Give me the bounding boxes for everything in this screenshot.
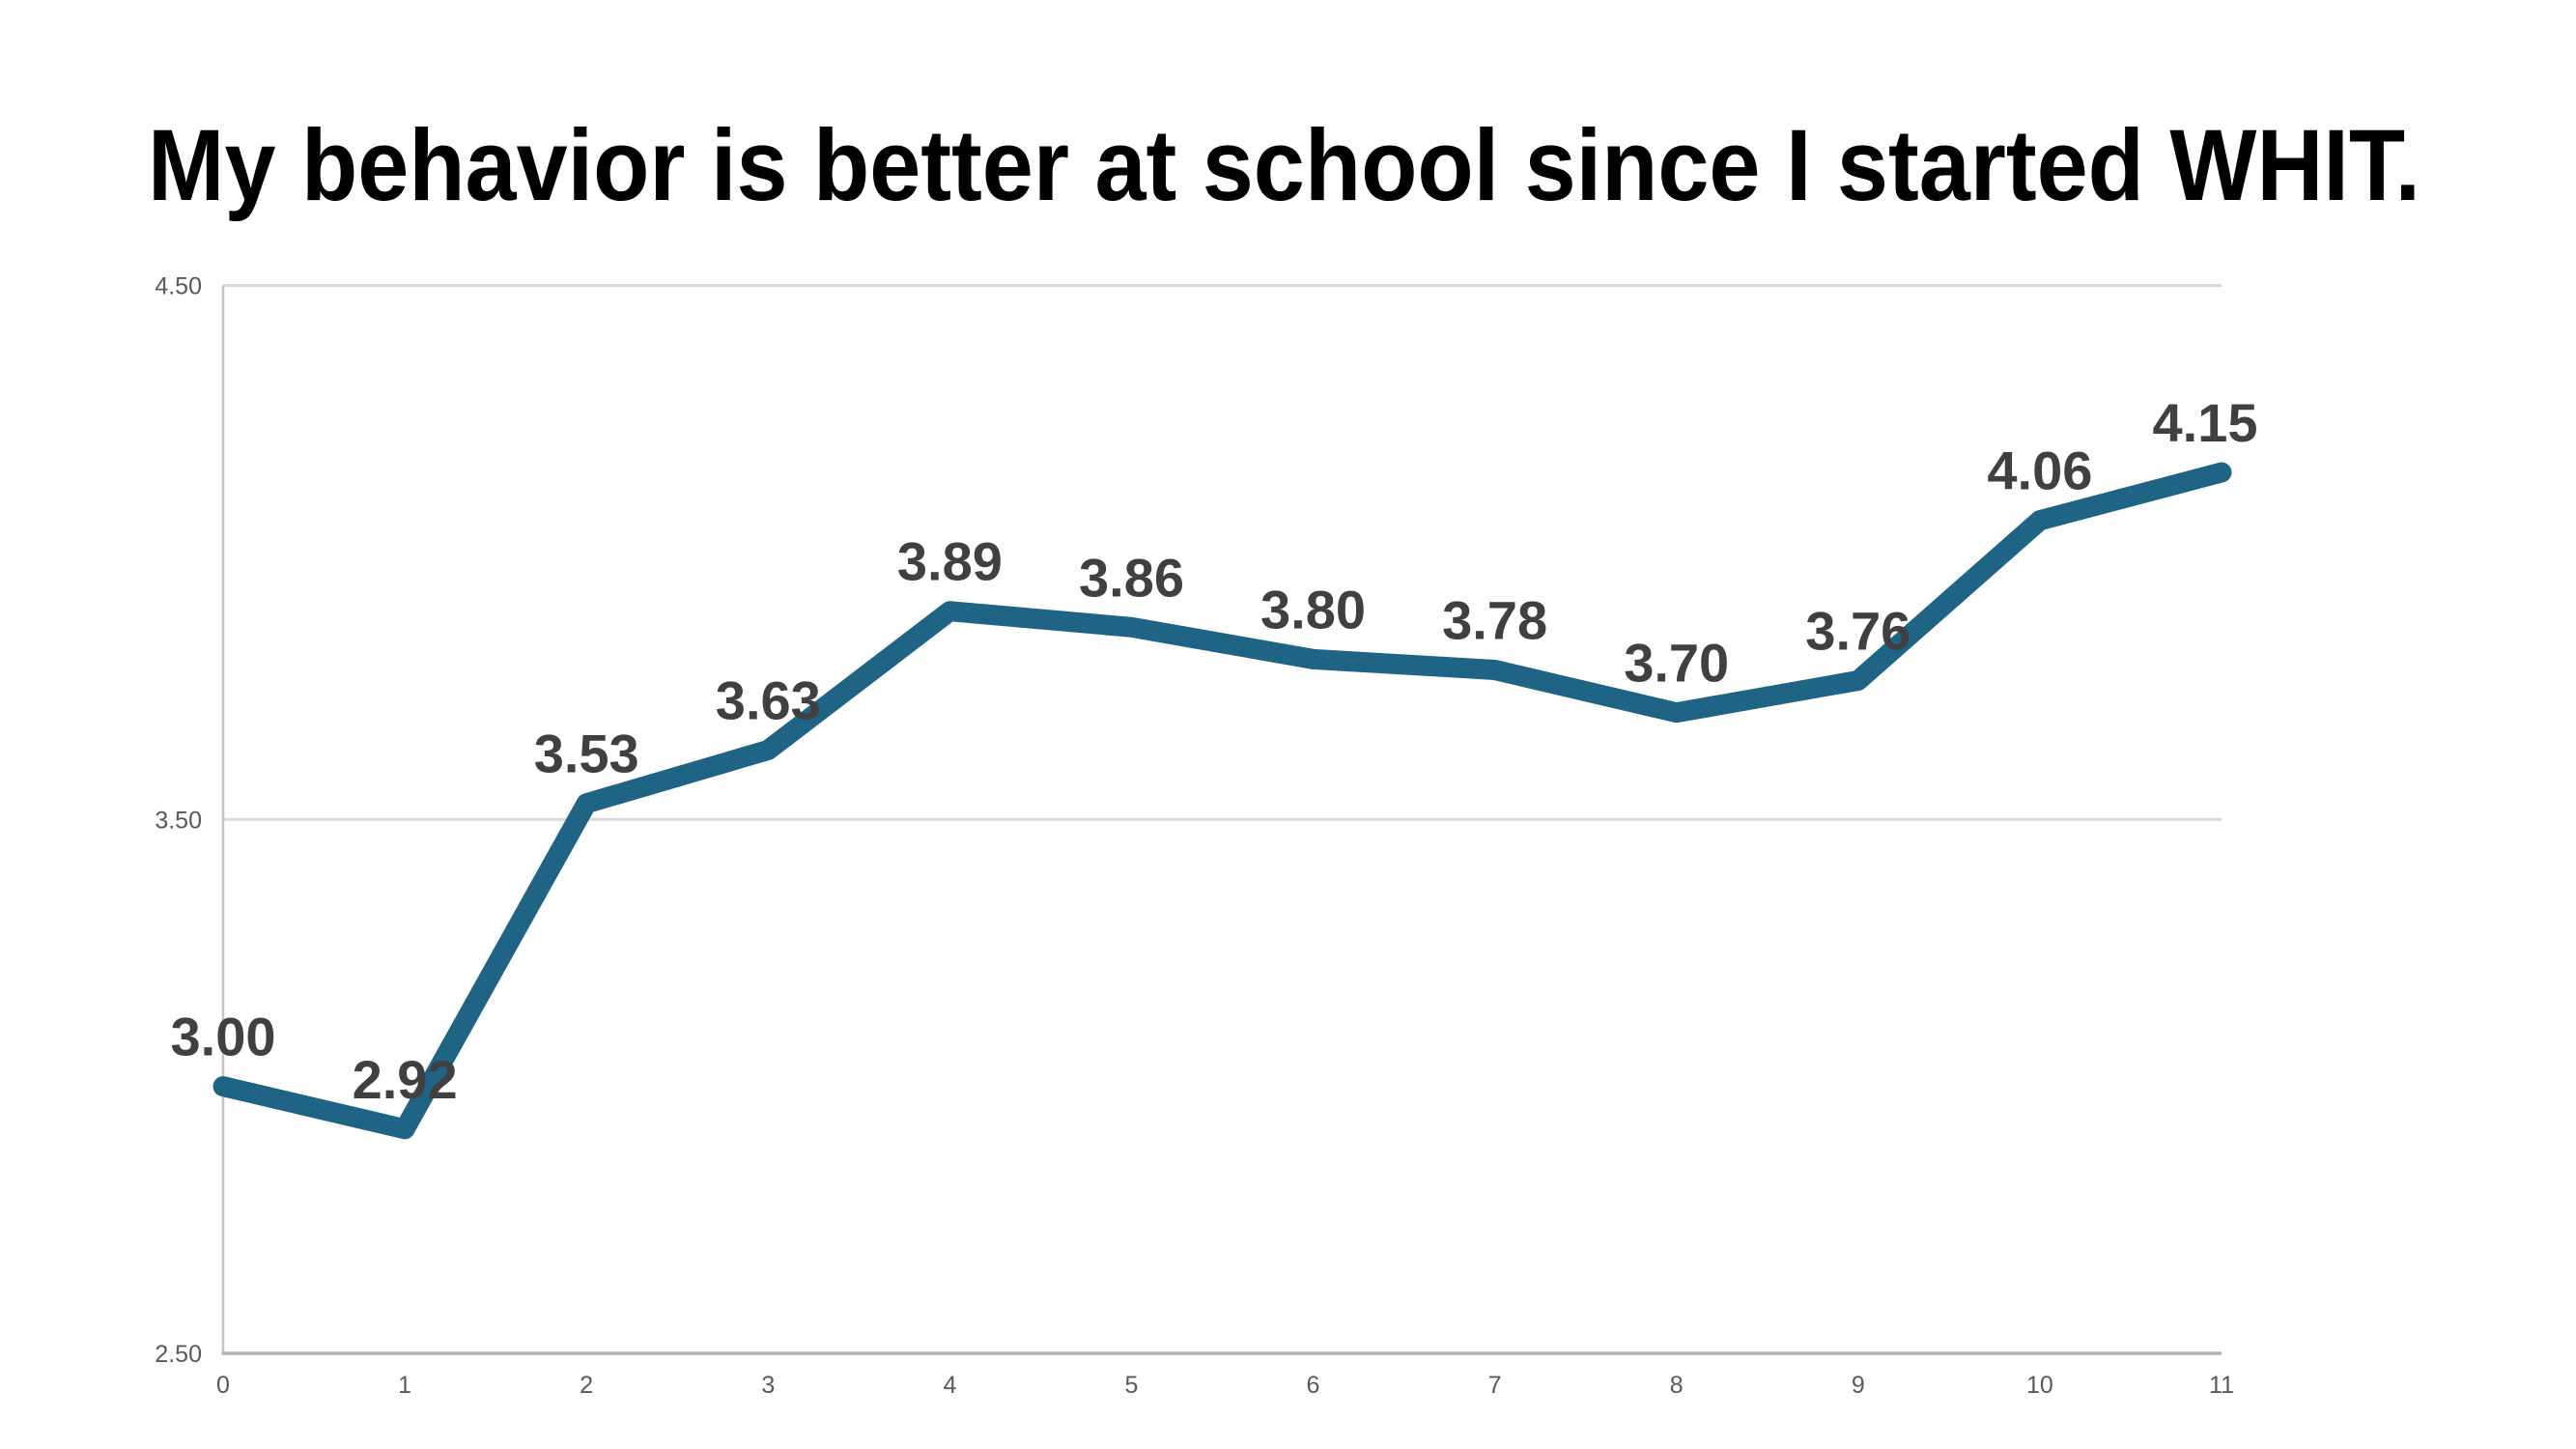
svg-text:3.78: 3.78 bbox=[1442, 590, 1547, 651]
svg-text:3.86: 3.86 bbox=[1079, 547, 1184, 608]
svg-text:3.00: 3.00 bbox=[171, 1007, 276, 1067]
svg-text:1: 1 bbox=[398, 1372, 411, 1399]
svg-text:5: 5 bbox=[1125, 1372, 1139, 1399]
svg-text:My behavior is better at schoo: My behavior is better at school since I … bbox=[148, 109, 2420, 222]
svg-text:9: 9 bbox=[1852, 1372, 1865, 1399]
svg-text:3: 3 bbox=[761, 1372, 775, 1399]
svg-text:3.53: 3.53 bbox=[534, 724, 639, 784]
svg-text:3.80: 3.80 bbox=[1260, 579, 1366, 639]
svg-text:3.70: 3.70 bbox=[1624, 633, 1729, 694]
svg-text:4: 4 bbox=[943, 1372, 956, 1399]
svg-text:2.50: 2.50 bbox=[155, 1341, 202, 1368]
svg-text:3.89: 3.89 bbox=[897, 531, 1003, 592]
svg-text:7: 7 bbox=[1488, 1372, 1502, 1399]
svg-text:4.50: 4.50 bbox=[155, 273, 202, 300]
svg-text:6: 6 bbox=[1307, 1372, 1320, 1399]
svg-text:8: 8 bbox=[1670, 1372, 1684, 1399]
svg-text:0: 0 bbox=[216, 1372, 230, 1399]
svg-text:4.06: 4.06 bbox=[1987, 440, 2092, 501]
svg-text:3.63: 3.63 bbox=[716, 669, 821, 730]
svg-text:11: 11 bbox=[2209, 1372, 2234, 1399]
svg-text:4.15: 4.15 bbox=[2153, 392, 2258, 453]
svg-text:10: 10 bbox=[2026, 1372, 2053, 1399]
svg-text:2: 2 bbox=[580, 1372, 593, 1399]
svg-text:3.50: 3.50 bbox=[155, 807, 202, 834]
svg-text:2.92: 2.92 bbox=[353, 1049, 458, 1110]
svg-text:3.76: 3.76 bbox=[1805, 601, 1911, 662]
